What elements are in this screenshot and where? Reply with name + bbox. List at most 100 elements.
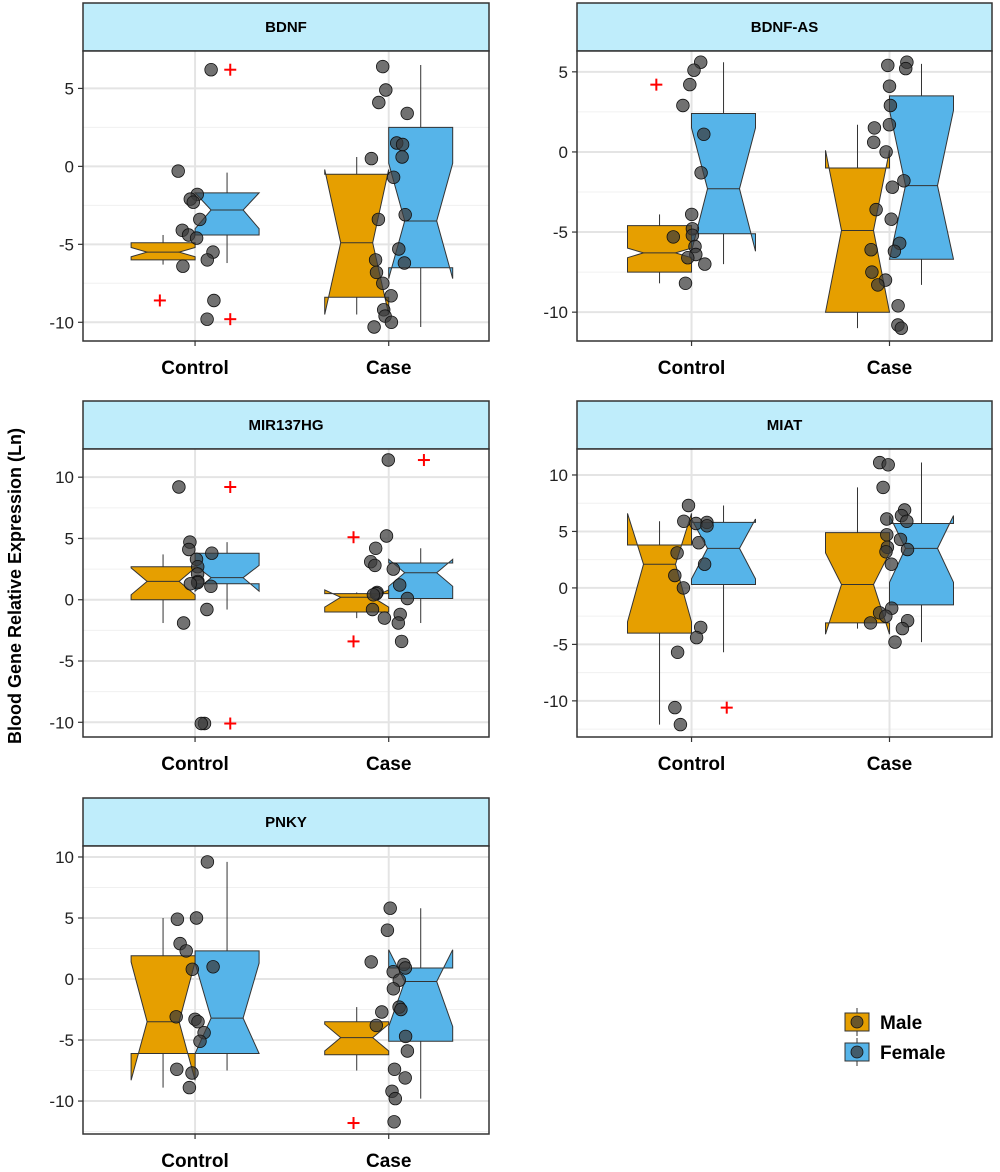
data-point [900, 542, 915, 557]
data-point [698, 257, 712, 271]
panel-mir137hg: MIR137HG -10 -5 0 5 10 Control Case [49, 400, 490, 775]
data-point [384, 289, 398, 303]
legend-point [850, 1015, 864, 1029]
data-point [206, 960, 220, 974]
data-point [391, 616, 406, 630]
y-tick-label: 0 [65, 591, 74, 610]
panel-title: PNKY [265, 814, 307, 831]
data-point [685, 228, 700, 243]
box-control-female [194, 861, 260, 1071]
data-point [172, 480, 186, 494]
data-point [207, 293, 221, 308]
data-point [375, 1005, 389, 1019]
data-point [372, 95, 386, 110]
data-point [379, 83, 393, 97]
data-point [863, 616, 878, 630]
y-tick-label: -10 [49, 1092, 74, 1111]
data-point [398, 1029, 413, 1044]
legend-item-male: Male [844, 1008, 922, 1036]
panel-bdnf-as: BDNF-AS -10 -5 0 5 Control Case [543, 2, 993, 379]
legend-label: Female [880, 1043, 945, 1064]
y-tick-label: -10 [543, 692, 568, 711]
panel-border [576, 50, 993, 342]
y-tick-label: 0 [65, 970, 74, 989]
data-point [204, 579, 218, 594]
data-point [388, 1091, 403, 1106]
data-point [676, 98, 690, 113]
data-point [383, 901, 397, 915]
data-point [387, 1115, 401, 1129]
data-point [668, 568, 682, 583]
data-point [670, 546, 684, 560]
data-point [899, 61, 913, 76]
y-tick-label: 10 [55, 848, 74, 867]
data-point [668, 700, 682, 715]
x-category-label: Case [366, 358, 411, 379]
data-point [386, 170, 401, 185]
y-tick-label: 5 [65, 79, 74, 98]
data-point [884, 557, 899, 571]
data-point [888, 635, 902, 649]
x-category-label: Control [658, 358, 726, 379]
notched-box [388, 126, 454, 279]
y-tick-label: 10 [55, 468, 74, 487]
legend-point [850, 1045, 864, 1059]
data-point [183, 577, 198, 591]
data-point [368, 558, 382, 573]
outlier-marker [224, 717, 237, 730]
data-point [887, 244, 902, 259]
notched-box [627, 225, 692, 273]
data-point [398, 961, 413, 975]
y-tick-label: -5 [59, 652, 74, 671]
data-point [176, 616, 191, 630]
notched-box [130, 242, 196, 261]
data-point [876, 480, 890, 495]
y-tick-label: 5 [559, 522, 568, 541]
panel-border [82, 845, 490, 1135]
y-tick-label: -5 [553, 223, 568, 242]
y-tick-label: -10 [543, 303, 568, 322]
notched-box [888, 95, 955, 260]
y-tick-label: -5 [59, 1031, 74, 1050]
panel-border [82, 50, 490, 342]
box-case-male [825, 487, 890, 635]
data-point [193, 212, 207, 227]
outlier-marker [153, 294, 166, 307]
data-point [400, 1044, 415, 1058]
outlier-marker [224, 480, 237, 493]
box-case-female [388, 65, 454, 327]
panel-strip [576, 2, 993, 52]
data-point [694, 166, 708, 180]
data-point [185, 962, 200, 977]
data-point [194, 716, 209, 731]
legend-item-female: Female [844, 1038, 945, 1066]
box-control-female [193, 172, 261, 264]
data-point [400, 106, 414, 121]
data-point [204, 62, 218, 77]
y-tick-label: 5 [559, 63, 568, 82]
panel-border [82, 448, 490, 738]
legend: Male Female [844, 1008, 945, 1066]
data-point [179, 944, 193, 958]
data-point [189, 231, 204, 245]
y-tick-label: -10 [49, 313, 74, 332]
legend-label: Male [880, 1013, 922, 1034]
panel-title: MIAT [767, 417, 803, 434]
data-point [897, 174, 911, 188]
data-point [170, 912, 185, 926]
data-point [883, 98, 898, 113]
panel-title: BDNF-AS [751, 19, 819, 36]
data-point [676, 581, 691, 595]
panel-strip [82, 400, 490, 450]
panel-strip [82, 797, 490, 847]
x-category-label: Case [867, 754, 912, 775]
data-point [392, 242, 406, 256]
x-category-label: Case [867, 358, 912, 379]
outlier-marker [347, 635, 360, 648]
data-point [377, 611, 392, 625]
data-point [381, 453, 396, 467]
data-point [394, 1002, 408, 1017]
outlier-marker [347, 531, 360, 544]
data-point [670, 645, 685, 660]
panel-border [576, 448, 993, 738]
